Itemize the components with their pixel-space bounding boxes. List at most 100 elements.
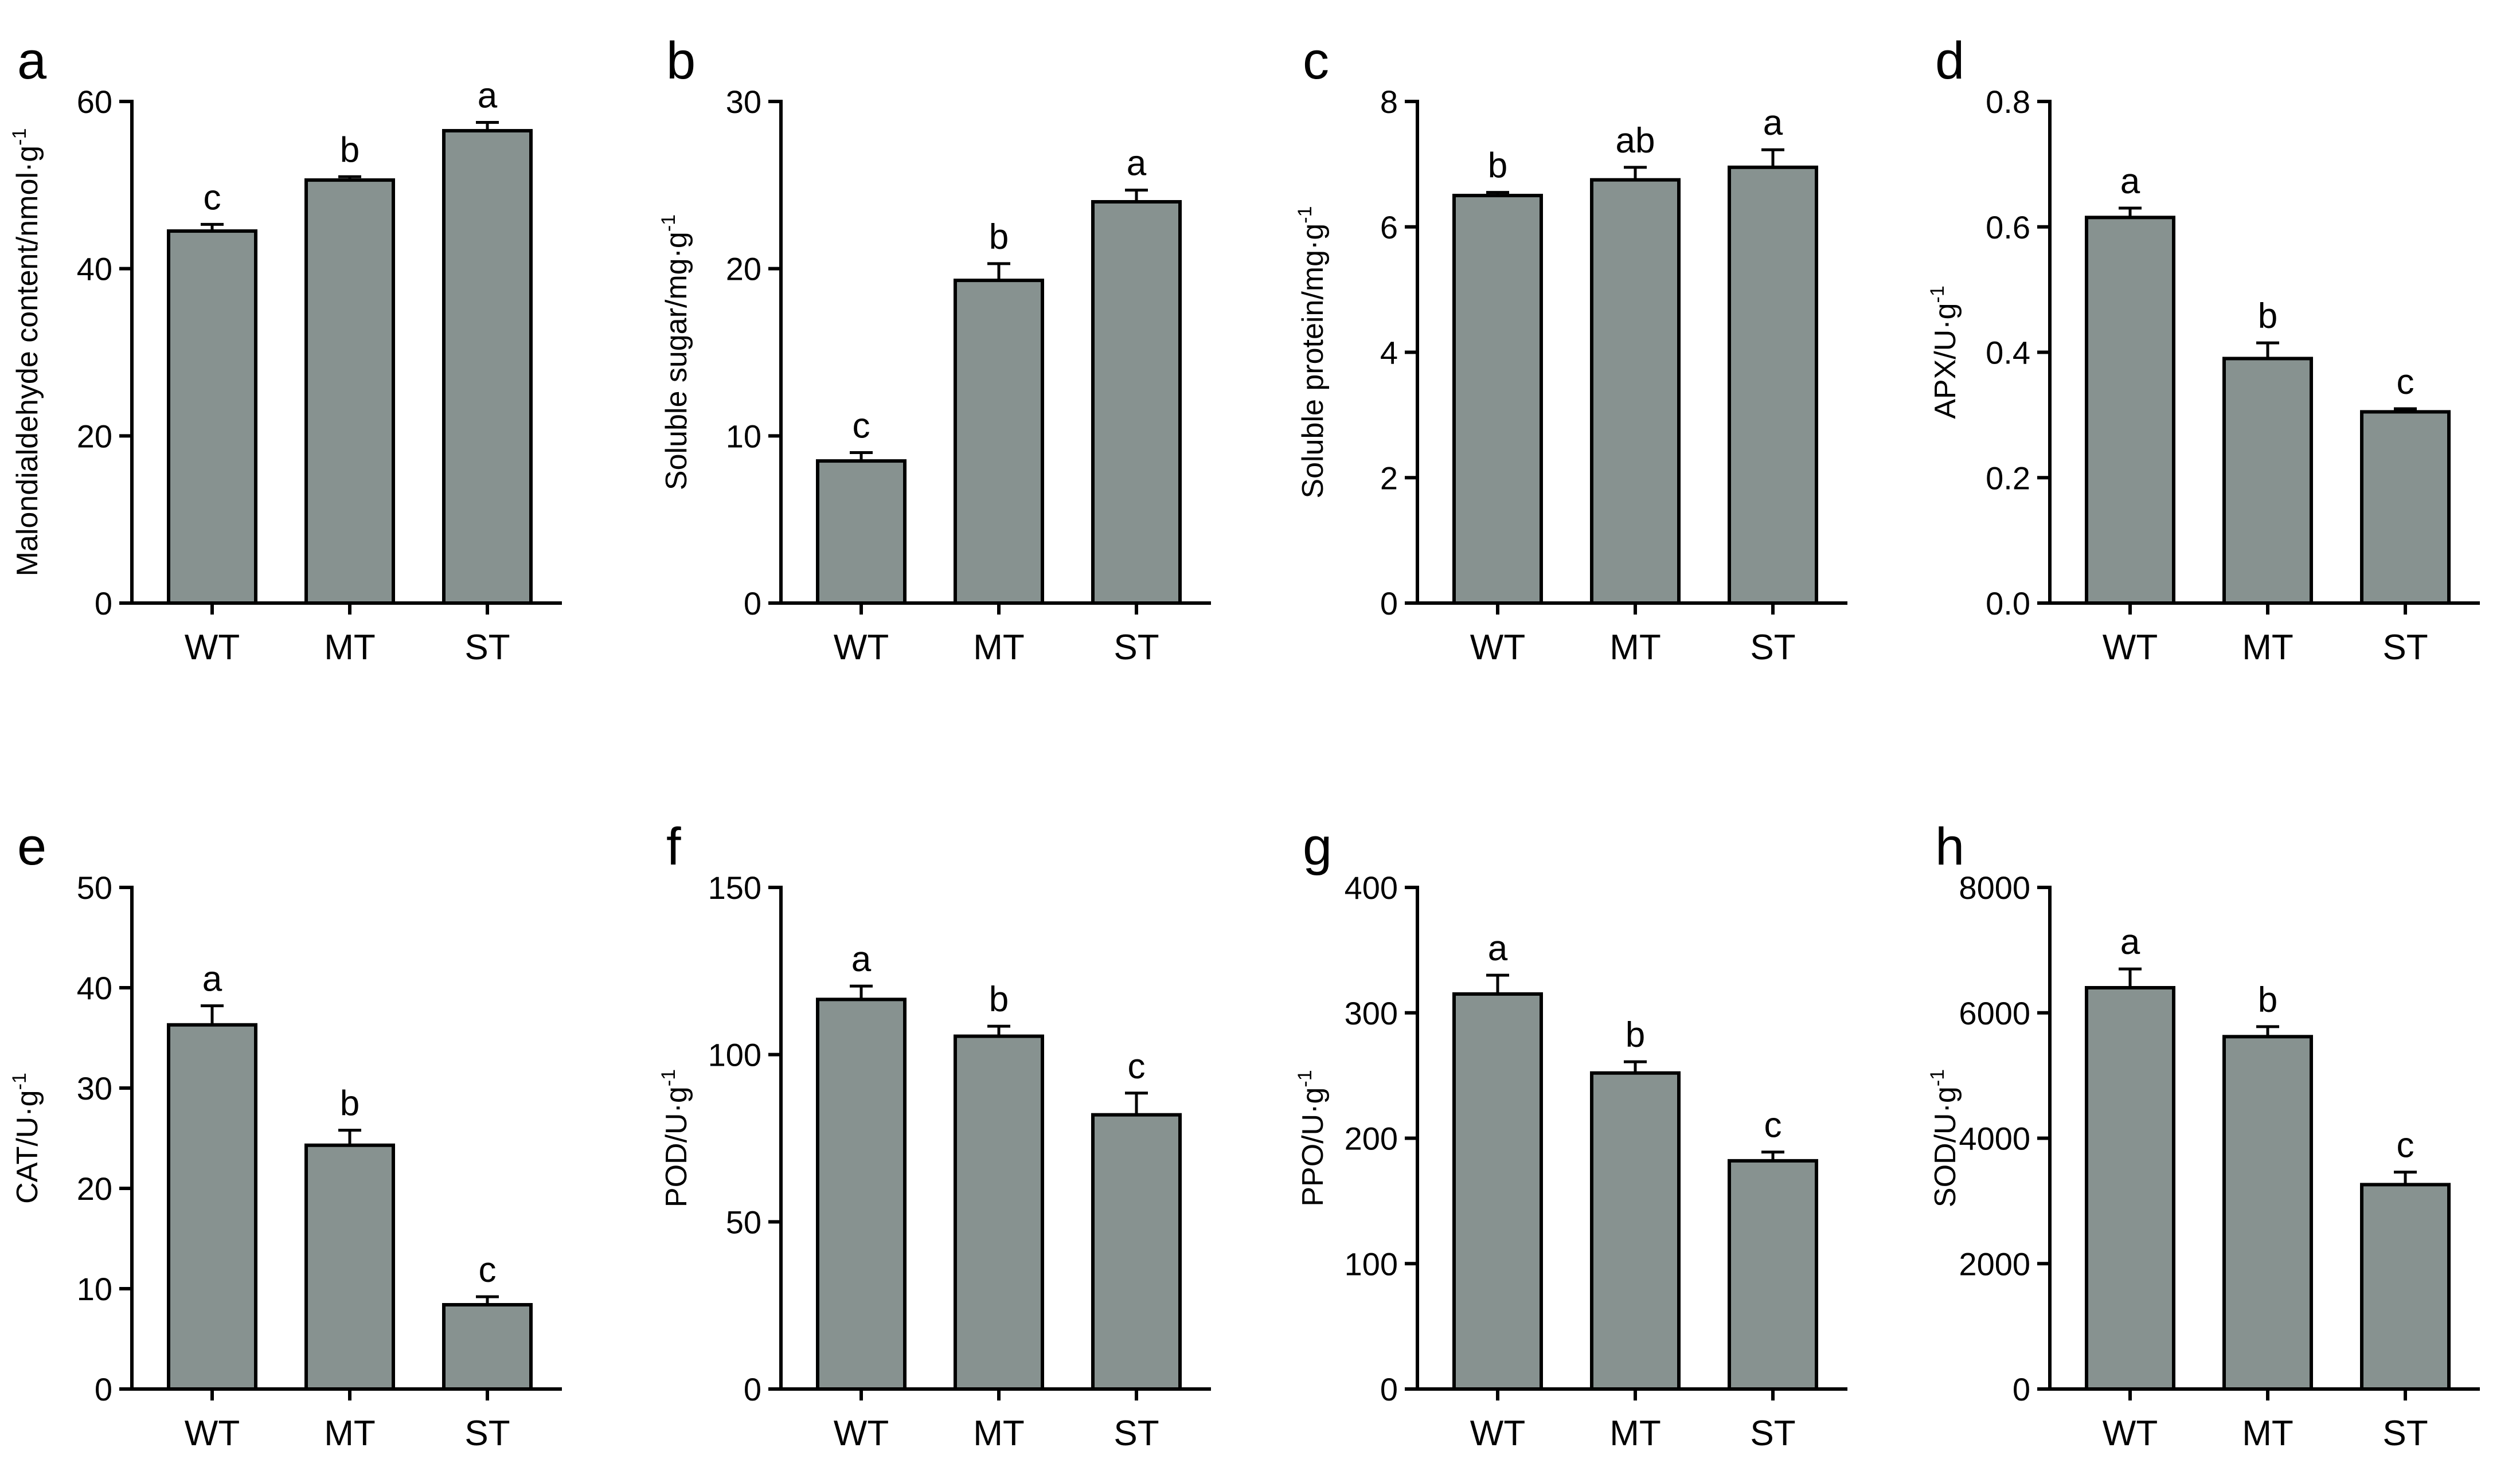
panel-a: a c WT b MT a ST 0 20 40 60 Malondialdehyde content…	[9, 32, 562, 667]
y-axis-title-text: SOD/U·g	[1929, 1086, 1962, 1207]
y-axis-title-superscript: -1	[1294, 206, 1316, 223]
y-tick-label: 30	[726, 84, 761, 120]
bar-st	[1728, 165, 1818, 605]
y-axis-title-superscript: -1	[1927, 285, 1948, 303]
y-axis-title-superscript: -1	[658, 1069, 679, 1086]
x-tick-label: MT	[1609, 628, 1661, 667]
y-tick-label: 20	[77, 1171, 112, 1207]
y-tick-label: 10	[726, 418, 761, 454]
panel-letter: a	[17, 32, 47, 90]
bar-mt	[954, 1034, 1044, 1391]
significance-label: b	[1626, 1015, 1645, 1055]
x-tick-label: WT	[834, 1414, 889, 1453]
significance-label: a	[1763, 103, 1783, 143]
bar-st	[2360, 410, 2451, 605]
y-axis-title-superscript: -1	[9, 1073, 30, 1090]
x-tick-label: WT	[834, 628, 889, 667]
y-tick-label: 150	[708, 870, 761, 906]
significance-label: a	[1488, 929, 1508, 968]
y-axis-title: PPO/U·g-1	[1294, 1070, 1330, 1206]
y-axis-title: POD/U·g-1	[658, 1069, 693, 1207]
x-tick-label: ST	[1750, 1414, 1795, 1453]
y-tick-label: 100	[708, 1037, 761, 1073]
y-axis-title-superscript: -1	[658, 214, 679, 232]
y-tick-label: 0	[744, 1371, 761, 1407]
panel-letter: b	[666, 32, 696, 90]
y-tick-label: 4000	[1959, 1121, 2030, 1157]
y-axis-title-text: Soluble sugar/mg·g	[660, 232, 693, 490]
y-axis-title: Soluble protein/mg·g-1	[1294, 206, 1330, 498]
y-tick-label: 50	[77, 870, 112, 906]
y-axis-title-superscript: -1	[1927, 1069, 1948, 1086]
y-tick-label: 0.4	[1986, 335, 2030, 371]
y-tick-label: 8	[1380, 84, 1398, 120]
y-axis-title-text: Soluble protein/mg·g	[1296, 224, 1330, 499]
y-tick-label: 8000	[1959, 870, 2030, 906]
bar-wt	[167, 1023, 257, 1391]
y-axis-title-superscript: -1	[9, 128, 30, 146]
y-tick-label: 4	[1380, 335, 1398, 371]
x-tick-label: MT	[1609, 1414, 1661, 1453]
y-tick-label: 6	[1380, 209, 1398, 245]
bar-mt	[304, 178, 395, 605]
y-tick-label: 0.2	[1986, 460, 2030, 496]
x-tick-label: ST	[1114, 1414, 1159, 1453]
x-tick-label: MT	[2242, 1414, 2294, 1453]
panel-g: g a WT b MT c ST 0 100 200 300 400 PPO/U·g-1	[1294, 817, 1847, 1453]
y-axis-title-text: CAT/U·g	[11, 1090, 44, 1203]
y-tick-label: 0	[1380, 1371, 1398, 1407]
y-tick-label: 2000	[1959, 1246, 2030, 1282]
bar-wt	[816, 459, 907, 605]
y-axis-title-text: APX/U·g	[1929, 303, 1962, 418]
bar-wt	[1452, 194, 1543, 605]
y-tick-label: 100	[1345, 1246, 1398, 1282]
bar-mt	[1590, 178, 1681, 605]
significance-label: b	[2258, 296, 2277, 336]
y-axis-title-text: Malondialdehyde content/nmol·g	[11, 146, 44, 577]
x-tick-label: ST	[464, 1414, 510, 1453]
panel-d: d a WT b MT c ST 0.0 0.2 0.4 0.6 0.8 APX/U·g-1	[1927, 32, 2480, 667]
y-tick-label: 0	[2013, 1371, 2030, 1407]
y-tick-label: 60	[77, 84, 112, 120]
bar-wt	[2085, 216, 2175, 605]
bar-mt	[1590, 1071, 1681, 1391]
significance-label: c	[853, 406, 870, 446]
y-axis-title: SOD/U·g-1	[1927, 1069, 1962, 1207]
x-tick-label: WT	[2103, 628, 2158, 667]
bar-st	[1091, 200, 1182, 605]
y-axis-title-superscript: -1	[1294, 1070, 1316, 1087]
x-tick-label: WT	[185, 1414, 240, 1453]
significance-label: c	[1764, 1106, 1782, 1145]
bar-wt	[816, 997, 907, 1391]
bar-st	[1728, 1159, 1818, 1391]
y-axis-title: Soluble sugar/mg·g-1	[658, 214, 693, 490]
y-tick-label: 200	[1345, 1121, 1398, 1157]
y-tick-label: 10	[77, 1271, 112, 1307]
panel-letter: e	[17, 817, 46, 876]
significance-label: b	[989, 980, 1009, 1019]
x-tick-label: MT	[324, 628, 376, 667]
x-tick-label: ST	[1114, 628, 1159, 667]
panel-b: b c WT b MT a ST 0 10 20 30 Soluble sugar/mg·g-1	[658, 32, 1211, 667]
y-axis-title: CAT/U·g-1	[9, 1073, 44, 1204]
y-tick-label: 40	[77, 970, 112, 1006]
significance-label: b	[2258, 980, 2277, 1020]
y-tick-label: 0	[744, 585, 761, 621]
x-tick-label: WT	[1470, 628, 1525, 667]
y-tick-label: 0	[95, 585, 112, 621]
y-tick-label: 50	[726, 1204, 761, 1240]
x-tick-label: MT	[973, 1414, 1025, 1453]
bar-st	[442, 1303, 533, 1391]
x-tick-label: ST	[1750, 628, 1795, 667]
significance-label: c	[2397, 1126, 2414, 1165]
significance-label: b	[340, 130, 360, 170]
panel-e: e a WT b MT c ST 0 10 20 30 40 50 CAT/U·g-1	[9, 817, 562, 1453]
y-tick-label: 0.8	[1986, 84, 2030, 120]
significance-label: a	[202, 960, 222, 999]
y-tick-label: 0	[1380, 585, 1398, 621]
x-tick-label: ST	[464, 628, 510, 667]
y-tick-label: 400	[1345, 870, 1398, 906]
bar-wt	[167, 229, 257, 605]
significance-label: c	[479, 1250, 497, 1290]
